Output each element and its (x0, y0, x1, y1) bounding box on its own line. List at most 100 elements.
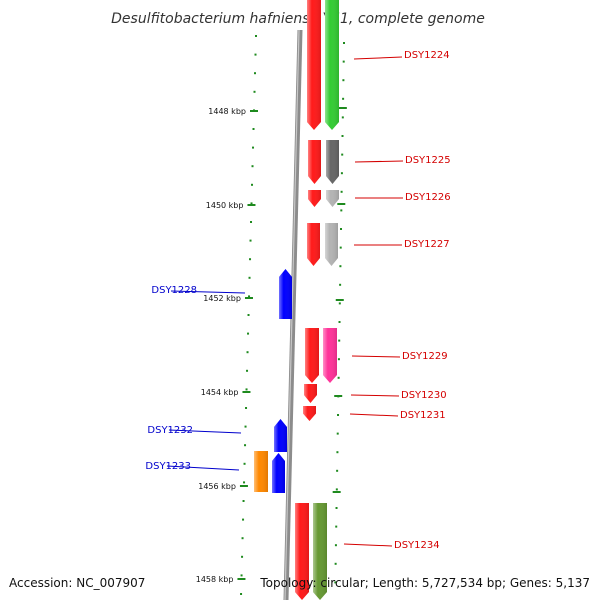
ruler-dot (342, 60, 345, 63)
gene-label-dsy1227[interactable]: DSY1227 (404, 239, 450, 250)
gene-partner-dsy1226-shading (326, 190, 339, 207)
kbp-tick-label: 1448 kbp (208, 107, 246, 116)
gene-leader-line (166, 465, 240, 471)
ruler-dot (340, 190, 343, 193)
gene-arrow-dsy1233-shading (272, 453, 285, 493)
gene-partner-dsy1227[interactable] (325, 223, 338, 266)
gene-arrow-dsy1233[interactable] (272, 453, 285, 493)
ruler-dot (334, 544, 337, 547)
ruler-dot (254, 72, 257, 75)
gene-label-dsy1224[interactable]: DSY1224 (404, 50, 450, 61)
ruler-dot (338, 302, 341, 305)
gene-arrow-dsy1227[interactable] (307, 223, 320, 266)
ruler-dot (252, 146, 255, 149)
ruler-dot (339, 283, 342, 286)
gene-arrow-dsy1226[interactable] (308, 190, 321, 207)
gene-arrow-dsy1229[interactable] (305, 328, 319, 383)
ruler-dot (339, 265, 342, 268)
gene-leader-line (350, 394, 400, 397)
gene-partner-dsy1224-shading (325, 0, 339, 130)
ruler-dot (340, 228, 343, 230)
gene-leader-line (353, 56, 403, 60)
gene-label-dsy1226[interactable]: DSY1226 (405, 192, 451, 203)
ruler-dot (249, 258, 252, 261)
ruler-dot (339, 246, 342, 249)
ruler-dot (246, 351, 249, 354)
ruler-dot (249, 239, 252, 242)
ruler-dot (338, 339, 341, 342)
kbp-tick-label: 1456 kbp (198, 482, 236, 491)
accession-text: Accession: NC_007907 (9, 576, 145, 590)
gene-leader-line (349, 413, 399, 417)
ruler-dot (340, 209, 343, 212)
ruler-dot (255, 35, 257, 37)
ruler-dot (251, 183, 254, 186)
gene-label-dsy1232[interactable]: DSY1232 (147, 425, 193, 436)
gene-arrow-dsy1234[interactable] (295, 503, 309, 600)
gene-labels: DSY1224 DSY1225 DSY1226 DSY1227 DSY1228 DSY12… (145, 50, 450, 551)
kbp-tick-label: 1452 kbp (203, 294, 241, 303)
ruler-dot (240, 574, 243, 577)
ruler-dot (246, 369, 249, 372)
ruler-dot (241, 555, 244, 558)
gene-label-dsy1230[interactable]: DSY1230 (401, 390, 447, 401)
gene-arrow-dsy1231[interactable] (303, 406, 316, 421)
gene-leader-line (168, 429, 242, 434)
ruler-dot (242, 500, 245, 502)
gene-arrow-dsy1224-shading (307, 0, 321, 130)
gene-label-dsy1231[interactable]: DSY1231 (400, 410, 446, 421)
gene-arrow-dsy1232-shading (274, 419, 287, 452)
ruler-dot (245, 407, 248, 409)
gene-partner-dsy1233[interactable] (254, 451, 268, 492)
ruler-dot (337, 376, 340, 379)
gene-partner-dsy1225[interactable] (326, 140, 339, 184)
ruler-dot (253, 90, 256, 93)
gene-features (254, 0, 339, 600)
ruler-dot (338, 321, 341, 323)
ruler-dot (343, 42, 345, 44)
kbp-ruler: 1448 kbp 1450 kbp 1452 kbp 1454 kbp 1456 kbp… (196, 35, 347, 595)
ruler-dot (340, 172, 343, 175)
gene-partner-dsy1229[interactable] (323, 328, 337, 383)
gene-partner-dsy1226[interactable] (326, 190, 339, 207)
ruler-dot (337, 414, 340, 416)
gene-leader-line (351, 355, 401, 358)
gene-label-dsy1225[interactable]: DSY1225 (405, 155, 451, 166)
ruler-dot (341, 135, 344, 137)
gene-label-dsy1228[interactable]: DSY1228 (151, 285, 197, 296)
topology-text: Topology: circular; Length: 5,727,534 bp… (259, 576, 590, 590)
ruler-dot (252, 128, 255, 130)
gene-partner-dsy1233-shading (254, 451, 268, 492)
gene-arrow-dsy1228[interactable] (279, 269, 292, 319)
gene-label-dsy1234[interactable]: DSY1234 (394, 540, 440, 551)
gene-arrow-dsy1230[interactable] (304, 384, 317, 403)
ruler-dot (241, 537, 244, 540)
gene-arrow-dsy1225[interactable] (308, 140, 321, 184)
gene-label-dsy1229[interactable]: DSY1229 (402, 351, 448, 362)
gene-arrow-dsy1229-shading (305, 328, 319, 383)
gene-partner-dsy1234[interactable] (313, 503, 327, 600)
gene-arrow-dsy1224[interactable] (307, 0, 321, 130)
gene-partner-dsy1224[interactable] (325, 0, 339, 130)
gene-arrow-dsy1231-shading (303, 406, 316, 421)
gene-arrow-dsy1227-shading (307, 223, 320, 266)
ruler-dot (250, 221, 253, 223)
gene-partner-dsy1225-shading (326, 140, 339, 184)
ruler-dot (336, 469, 339, 472)
ruler-dot (336, 451, 339, 454)
ruler-dot (240, 593, 243, 595)
ruler-dot (244, 444, 247, 447)
gene-label-dsy1233[interactable]: DSY1233 (145, 461, 191, 472)
gene-arrow-dsy1225-shading (308, 140, 321, 184)
ruler-dot (334, 562, 337, 565)
ruler-dot (243, 462, 246, 465)
gene-arrow-dsy1228-shading (279, 269, 292, 319)
ruler-dot (335, 488, 338, 491)
gene-leader-line (354, 160, 404, 163)
ruler-dot (245, 388, 248, 391)
ruler-dot (248, 276, 251, 279)
kbp-tick-label: 1454 kbp (201, 388, 239, 397)
ruler-dot (248, 295, 251, 298)
ruler-dot (342, 97, 345, 100)
gene-arrow-dsy1232[interactable] (274, 419, 287, 452)
